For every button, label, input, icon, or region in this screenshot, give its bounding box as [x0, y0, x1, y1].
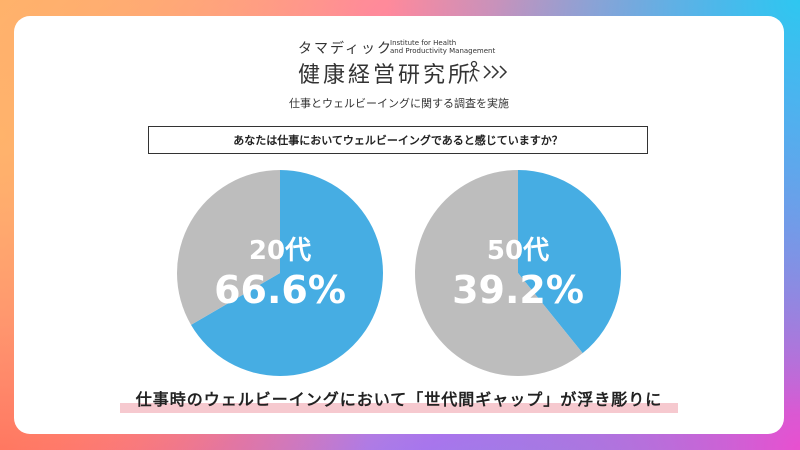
pie-20s-slice-yes: [191, 170, 383, 376]
pie-50s-slice-yes: [518, 170, 621, 354]
survey-question: あなたは仕事においてウェルビーイングであると感じていますか？: [148, 126, 648, 154]
pie-50s-value-label: 39.2%: [452, 268, 584, 312]
pie-chart-50s: 50代 39.2%: [415, 170, 621, 376]
institute-logo: タマディック Institute for Health and Producti…: [298, 38, 528, 102]
logo-english: Institute for Health and Productivity Ma…: [390, 39, 520, 55]
pie-20s-slice-other: [177, 170, 280, 325]
conclusion: 仕事時のウェルビーイングにおいて「世代間ギャップ」が浮き彫りに: [14, 386, 784, 413]
logo-kanji: 健康経営研究所: [298, 63, 474, 88]
pie-20s-age-label: 20代: [248, 236, 312, 266]
pie-50s-slice-other: [415, 170, 583, 376]
pie-chart-20s: 20代 66.6%: [177, 170, 383, 376]
page-subtitle: 仕事とウェルビーイングに関する調査を実施: [289, 97, 509, 110]
pie-20s-value-label: 66.6%: [214, 268, 346, 312]
pie-20s-svg: [177, 170, 383, 376]
logo-kana: タマディック: [298, 41, 394, 57]
walking-person-arrows-icon: [469, 60, 508, 82]
conclusion-text: 仕事時のウェルビーイングにおいて「世代間ギャップ」が浮き彫りに: [135, 390, 663, 409]
logo-english-line2: and Productivity Management: [390, 47, 496, 55]
highlight-bar: [119, 403, 679, 413]
pie-50s-age-label: 50代: [486, 236, 550, 266]
content-card: タマディック Institute for Health and Producti…: [14, 16, 784, 434]
pie-50s-svg: [415, 170, 621, 376]
logo-english-line1: Institute for Health: [390, 39, 457, 47]
